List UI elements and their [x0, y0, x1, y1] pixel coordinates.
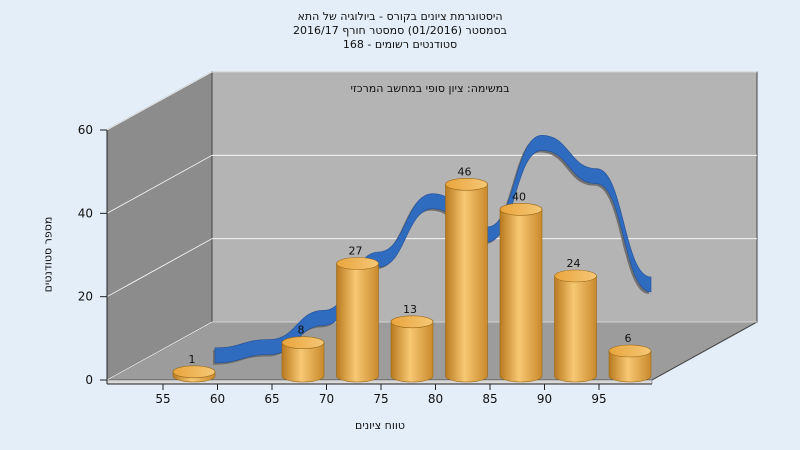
y-tick-label: 20 [78, 290, 93, 304]
bar-top [554, 269, 597, 283]
gridline-left [106, 238, 213, 298]
y-axis: 0 20 40 60 [78, 123, 108, 387]
bar-top [336, 257, 379, 270]
grid [106, 71, 757, 381]
gridline-left [106, 321, 213, 381]
bar: 13 [390, 303, 434, 383]
x-axis: 55 60 65 70 75 80 85 90 95 [107, 383, 652, 406]
chart-subtitle: במשימה: ציון סופי במחשב המרכזי [350, 82, 509, 95]
bar-top [172, 365, 216, 379]
bar-value-label: 24 [567, 257, 581, 270]
bar: 27 [336, 245, 379, 383]
bar-body [445, 184, 488, 383]
gridline-left [106, 71, 213, 131]
y-tick-label: 60 [78, 123, 93, 137]
x-tick-label: 60 [210, 392, 225, 406]
chart-title-line-3: סטודנטים רשומים - 168 [342, 38, 458, 51]
bar-body [390, 321, 434, 383]
bar-value-label: 13 [403, 303, 417, 316]
bar-value-label: 40 [512, 190, 526, 203]
bar-value-label: 8 [298, 324, 305, 337]
bar: 8 [281, 324, 325, 383]
bar-top [499, 203, 543, 216]
bar-top [445, 178, 488, 191]
bar: 40 [499, 190, 543, 383]
bar-body [281, 342, 325, 383]
x-tick-label: 80 [428, 392, 443, 406]
x-tick-label: 65 [264, 392, 279, 406]
bar-top [608, 344, 652, 358]
x-tick-label: 75 [373, 392, 388, 406]
bar-value-label: 27 [349, 245, 363, 258]
gridline-left [106, 154, 213, 214]
x-tick-label: 70 [319, 392, 334, 406]
bars: 1 8 27 13 46 40 24 6 [172, 165, 652, 383]
bar: 6 [608, 332, 652, 383]
y-tick-label: 40 [78, 206, 93, 220]
bar-body [336, 263, 379, 383]
bar-value-label: 1 [189, 353, 196, 366]
chart-title-line-1: היסטוגרמת ציונים בקורס - ביולוגיה של התא [297, 10, 503, 23]
x-axis-title: טווח ציונים [355, 419, 405, 432]
x-tick-label: 85 [482, 392, 497, 406]
x-tick-label: 90 [537, 392, 552, 406]
y-tick-label: 0 [85, 373, 93, 387]
bar-body [499, 209, 543, 383]
bar-value-label: 46 [458, 165, 472, 178]
y-axis-title: מספר סטודנטים [41, 216, 55, 293]
bar-top [281, 336, 325, 349]
bar: 1 [172, 353, 216, 383]
bar: 46 [445, 165, 488, 383]
bar: 24 [554, 257, 597, 383]
chart-title-line-2: בסמסטר (01/2016) סמסטר חורף 2016/17 [293, 24, 507, 37]
x-tick-label: 55 [155, 392, 170, 406]
x-tick-label: 95 [591, 392, 606, 406]
bar-body [554, 275, 597, 383]
bar-value-label: 6 [625, 332, 632, 345]
bar-top [390, 315, 434, 329]
bar-body [608, 350, 652, 383]
